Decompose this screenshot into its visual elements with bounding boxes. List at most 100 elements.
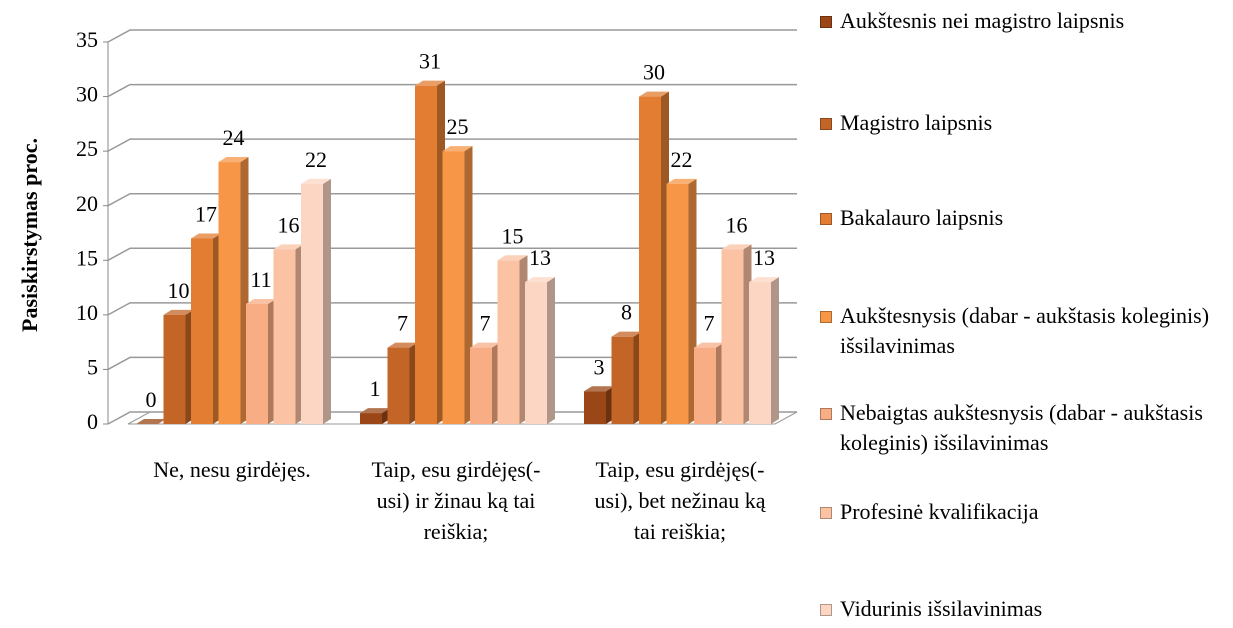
bar-top <box>442 146 473 152</box>
bar-top <box>497 255 528 261</box>
data-label: 16 <box>278 212 300 237</box>
legend-item: Profesinė kvalifikacija <box>818 497 1233 527</box>
y-tick-label: 30 <box>76 82 98 107</box>
bar-top <box>749 277 779 283</box>
bar-top <box>611 331 642 337</box>
legend-swatch <box>820 408 832 420</box>
y-axis-label: Pasiskirstymas proc. <box>17 138 42 332</box>
bar-front <box>191 238 213 424</box>
data-label: 13 <box>753 245 775 270</box>
bar-top <box>694 342 724 348</box>
legend-swatch <box>820 507 832 519</box>
bar <box>470 342 500 424</box>
legend-item: Bakalauro laipsnis <box>818 203 1233 233</box>
grid-line <box>107 356 797 371</box>
grid-line <box>107 247 797 261</box>
y-tick-label: 35 <box>76 27 98 52</box>
data-label: 16 <box>726 212 748 237</box>
bar-front <box>694 347 716 424</box>
grid-line <box>107 411 797 425</box>
bar-front <box>301 183 323 424</box>
legend-item: Magistro laipsnis <box>818 108 1233 138</box>
bar-top <box>470 342 500 348</box>
y-tick-label: 0 <box>87 409 98 434</box>
bar-top <box>273 244 304 250</box>
bar-top <box>301 178 331 184</box>
bar-front <box>163 314 186 424</box>
grid-line <box>107 138 797 152</box>
legend-item: Nebaigtas aukštesnysis (dabar - aukštasi… <box>818 398 1233 458</box>
data-label: 0 <box>146 387 157 412</box>
x-tick-label: Ne, nesu girdėjęs. <box>153 457 311 482</box>
x-tick-label: Taip, esu girdėjęs(-usi) ir žinau ką tai… <box>371 457 541 544</box>
legend-swatch <box>820 311 832 323</box>
bar <box>694 342 724 424</box>
bar-front <box>470 347 492 424</box>
data-label: 1 <box>370 376 381 401</box>
bar-front <box>749 282 771 424</box>
bar-front <box>273 249 296 424</box>
x-tick-label: Taip, esu girdėjęs(-usi), bet nežinau ką… <box>594 457 766 544</box>
data-label: 3 <box>594 354 605 379</box>
bar-top <box>525 277 555 283</box>
bar <box>497 255 528 424</box>
data-label: 10 <box>168 278 190 303</box>
bar-front <box>611 336 634 424</box>
bar-top <box>387 342 418 348</box>
data-label: 15 <box>502 223 524 248</box>
data-label: 7 <box>397 311 408 336</box>
bar-top <box>163 309 194 315</box>
bar-front <box>639 96 661 425</box>
bar-front <box>218 162 241 425</box>
y-tick-label: 15 <box>76 245 98 270</box>
bar-top <box>191 233 221 239</box>
data-label: 17 <box>195 202 217 227</box>
bar-front <box>387 347 410 424</box>
bar-side <box>323 178 331 424</box>
legend-swatch <box>820 16 832 28</box>
bar-side <box>771 277 779 424</box>
legend-swatch <box>820 118 832 130</box>
bar-front <box>415 85 437 425</box>
bar <box>525 277 555 424</box>
data-label: 7 <box>704 311 715 336</box>
bar-top <box>218 157 249 163</box>
data-label: 8 <box>621 300 632 325</box>
bar <box>360 408 390 424</box>
data-label: 22 <box>671 147 693 172</box>
grid-line <box>107 192 797 207</box>
bar-top <box>360 408 390 414</box>
data-label: 31 <box>419 49 441 74</box>
grid-line <box>107 83 797 98</box>
bar-front <box>360 413 382 424</box>
bar-top <box>721 244 752 250</box>
bar <box>584 386 614 424</box>
bar <box>721 244 752 424</box>
data-label: 30 <box>643 60 665 85</box>
bar <box>301 178 331 424</box>
legend-swatch <box>820 604 832 616</box>
bar <box>246 298 276 424</box>
bar-top <box>584 386 614 392</box>
bar-front <box>666 183 689 424</box>
grid-line <box>107 29 797 43</box>
legend-item: Aukštesnysis (dabar - aukštasis kolegini… <box>818 301 1233 361</box>
data-label: 24 <box>223 125 245 150</box>
bar <box>218 157 249 425</box>
data-label: 22 <box>305 147 327 172</box>
bar-front <box>584 391 606 424</box>
data-label: 25 <box>447 114 469 139</box>
y-tick-label: 10 <box>76 300 98 325</box>
data-label: 7 <box>480 311 491 336</box>
data-label: 11 <box>250 267 271 292</box>
bar-front <box>525 282 547 424</box>
bar-top <box>136 419 166 424</box>
bar-front <box>442 151 465 424</box>
bar <box>273 244 304 424</box>
bar-front <box>246 303 268 424</box>
bar <box>639 91 669 425</box>
bar-top <box>246 298 276 304</box>
bar-side <box>547 277 555 424</box>
legend-item: Aukštesnis nei magistro laipsnis <box>818 6 1233 36</box>
